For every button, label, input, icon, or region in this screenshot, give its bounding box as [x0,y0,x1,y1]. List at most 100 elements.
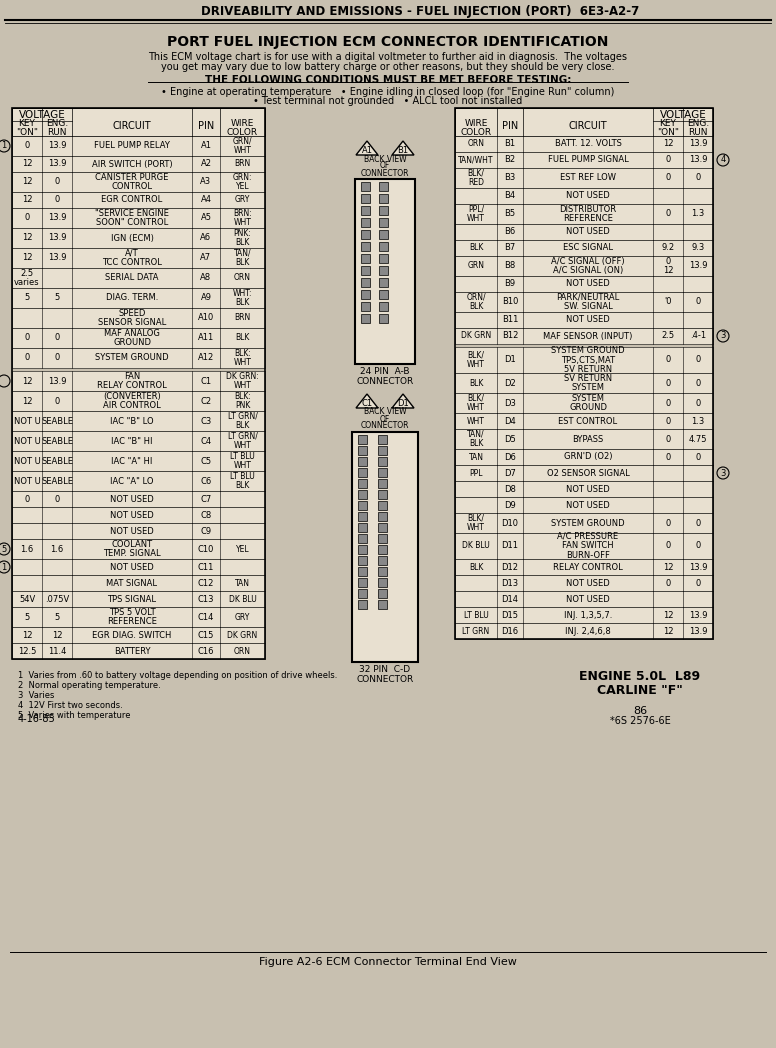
Text: 0: 0 [665,542,670,550]
Bar [12,607,265,627]
Text: BRN:
WHT: BRN: WHT [233,209,252,227]
Text: 9.2: 9.2 [661,243,674,253]
Text: A1: A1 [200,141,212,151]
Text: A12: A12 [198,353,214,363]
Text: B9: B9 [504,280,515,288]
Text: ORN/
BLK: ORN/ BLK [466,292,486,311]
Text: ESC SIGNAL: ESC SIGNAL [563,243,613,253]
Text: KEY
"ON": KEY "ON" [657,118,679,137]
Text: B6: B6 [504,227,515,237]
Text: GRN:
YEL: GRN: YEL [233,173,252,192]
Text: 1: 1 [2,563,7,571]
Bar [455,413,713,429]
Text: 0: 0 [665,453,670,461]
Text: OF: OF [380,161,390,171]
Bar [378,512,387,521]
Text: 12: 12 [22,396,33,406]
Text: 12: 12 [22,196,33,204]
Bar [361,182,370,191]
Text: BLK: BLK [469,243,483,253]
Text: AIR SWITCH (PORT): AIR SWITCH (PORT) [92,159,172,169]
Text: 9.3: 9.3 [691,243,705,253]
Text: CONNECTOR: CONNECTOR [361,421,409,431]
Text: 1.3: 1.3 [691,416,705,425]
Text: B11: B11 [502,315,518,325]
Text: 0: 0 [695,542,701,550]
Text: D11: D11 [501,542,518,550]
Bar [12,192,265,208]
Text: NOT USED: NOT USED [110,563,154,571]
Bar [455,108,713,136]
Bar [455,276,713,292]
Text: B12: B12 [502,331,518,341]
Text: D5: D5 [504,435,516,443]
Text: A6: A6 [200,234,212,242]
Bar [378,556,387,565]
Text: 4: 4 [720,155,726,165]
Bar [12,248,265,268]
Text: D1: D1 [397,398,409,408]
Text: 1.6: 1.6 [50,545,64,553]
Bar [358,435,367,444]
Text: A7: A7 [200,254,212,262]
Bar [455,152,713,168]
Text: OF: OF [380,415,390,423]
Text: 5: 5 [24,293,29,303]
Bar [12,539,265,559]
Bar [455,559,713,575]
Text: DISTRIBUTOR
REFERENCE: DISTRIBUTOR REFERENCE [559,204,617,223]
Text: A1: A1 [362,146,372,155]
Text: 54V: 54V [19,594,35,604]
Text: 0: 0 [695,519,701,527]
Bar [379,302,388,311]
Bar [352,432,418,662]
Text: TPS SIGNAL: TPS SIGNAL [108,594,157,604]
Text: LT GRN/
WHT: LT GRN/ WHT [227,432,258,451]
Text: "SERVICE ENGINE
SOON" CONTROL: "SERVICE ENGINE SOON" CONTROL [95,209,169,227]
Text: LT BLU
BLK: LT BLU BLK [230,472,255,490]
Text: BLK: BLK [469,378,483,388]
Bar [455,449,713,465]
Text: 12: 12 [52,631,62,639]
Text: A9: A9 [200,293,212,303]
Text: C13: C13 [198,594,214,604]
Text: MAF SENSOR (INPUT): MAF SENSOR (INPUT) [543,331,632,341]
Bar [361,278,370,287]
Text: 0: 0 [54,396,60,406]
Bar [379,278,388,287]
Text: NOT U: NOT U [14,477,40,485]
Text: C2: C2 [200,396,212,406]
Bar [12,108,265,659]
Text: FAN
RELAY CONTROL: FAN RELAY CONTROL [97,372,167,390]
Text: NOT U: NOT U [14,457,40,465]
Bar [12,591,265,607]
Text: D16: D16 [501,627,518,635]
Bar [455,514,713,533]
Text: A11: A11 [198,333,214,343]
Text: 0: 0 [24,141,29,151]
Bar [12,268,265,288]
Text: 1.6: 1.6 [20,545,33,553]
Text: PIN: PIN [198,121,214,131]
Text: YEL: YEL [236,545,249,553]
Text: (CONVERTER)
AIR CONTROL: (CONVERTER) AIR CONTROL [103,392,161,411]
Text: PORT FUEL INJECTION ECM CONNECTOR IDENTIFICATION: PORT FUEL INJECTION ECM CONNECTOR IDENTI… [168,35,608,49]
Text: 12: 12 [22,159,33,169]
Text: CIRCUIT: CIRCUIT [569,121,608,131]
Text: 13.9: 13.9 [48,214,66,222]
Bar [12,156,265,172]
Text: SEABLE: SEABLE [41,437,73,445]
Text: 0: 0 [54,495,60,503]
Text: CONNECTOR: CONNECTOR [356,675,414,683]
Text: ENGINE 5.0L  L89: ENGINE 5.0L L89 [580,670,701,682]
Text: DK BLU: DK BLU [462,542,490,550]
Bar [455,623,713,639]
Bar [379,230,388,239]
Text: • Engine at operating temperature   • Engine idling in closed loop (for "Engine : • Engine at operating temperature • Engi… [161,87,615,97]
Bar [378,468,387,477]
Bar [358,523,367,532]
Text: DK GRN: DK GRN [461,331,491,341]
Bar [361,230,370,239]
Text: C8: C8 [200,510,212,520]
Text: CANISTER PURGE
CONTROL: CANISTER PURGE CONTROL [95,173,168,192]
